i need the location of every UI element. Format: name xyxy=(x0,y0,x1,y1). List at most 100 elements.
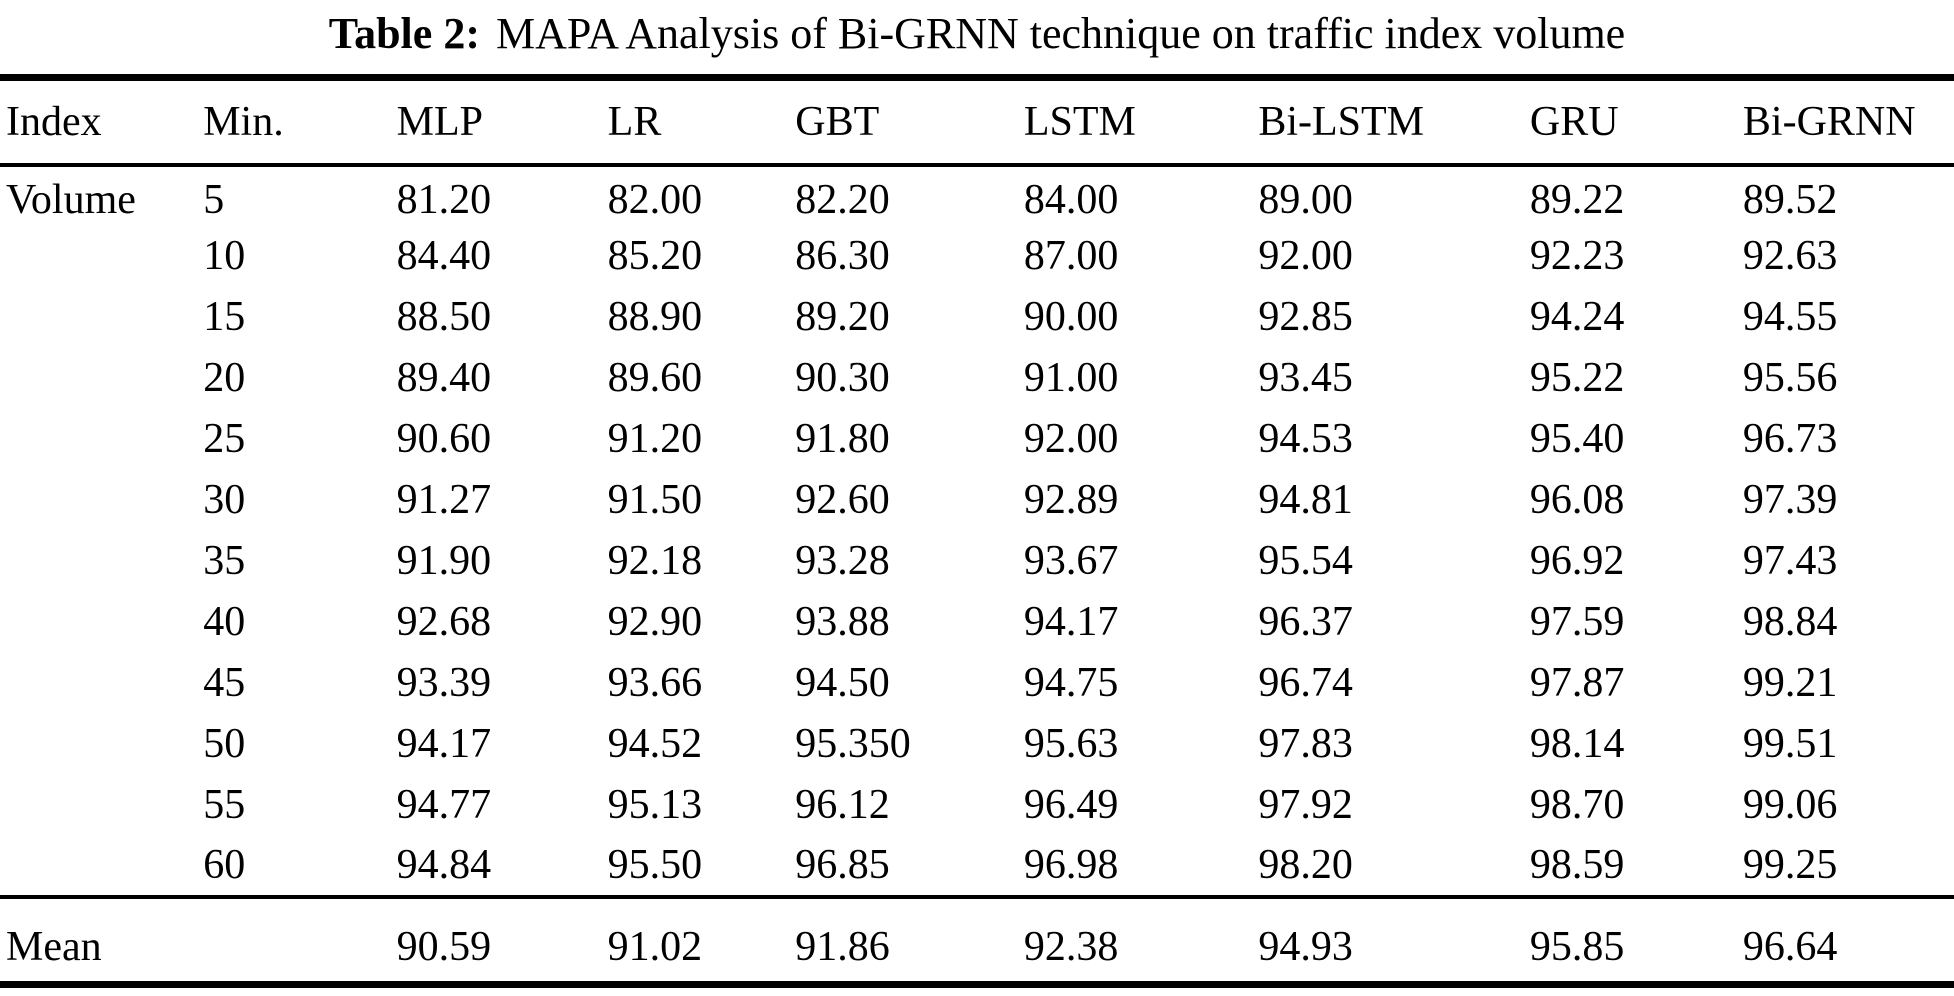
value-cell: 94.17 xyxy=(1023,599,1119,645)
value-cell: 93.88 xyxy=(795,599,890,645)
table-row: 20 89.40 89.60 90.30 91.00 93.45 95.22 95.56 xyxy=(0,348,1954,409)
mean-value-cell: 94.93 xyxy=(1258,923,1353,970)
value-cell: 97.59 xyxy=(1529,599,1625,645)
table-row: 45 93.39 93.66 94.50 94.75 96.74 97.87 99.21 xyxy=(0,653,1954,714)
value-cell: 98.14 xyxy=(1529,721,1625,767)
value-cell: 88.90 xyxy=(607,294,703,340)
value-cell: 94.75 xyxy=(1023,660,1119,706)
mean-value-cell: 91.02 xyxy=(607,923,703,970)
value-cell: 89.00 xyxy=(1258,177,1353,223)
value-cell: 91.90 xyxy=(396,538,492,584)
minutes-cell: 10 xyxy=(203,233,246,279)
results-table: Index Min. MLP LR GBT LSTM Bi-LSTM GRU Bi-GRNN V… xyxy=(0,74,1954,988)
value-cell: 92.00 xyxy=(1258,233,1353,279)
column-header: LR xyxy=(607,98,662,145)
value-cell: 96.85 xyxy=(795,842,890,888)
value-cell: 94.17 xyxy=(396,721,492,767)
value-cell: 89.40 xyxy=(396,355,492,401)
minutes-cell: 40 xyxy=(203,599,246,645)
value-cell: 92.89 xyxy=(1023,477,1119,523)
value-cell: 95.22 xyxy=(1529,355,1625,401)
value-cell: 90.30 xyxy=(795,355,890,401)
value-cell: 97.43 xyxy=(1742,538,1838,584)
value-cell: 91.27 xyxy=(396,477,492,523)
value-cell: 96.12 xyxy=(795,782,890,828)
mean-label-cell: Mean xyxy=(6,923,102,970)
minutes-cell: 50 xyxy=(203,721,246,767)
index-cell: Volume xyxy=(6,177,136,223)
minutes-cell: 55 xyxy=(203,782,246,828)
value-cell: 82.00 xyxy=(607,177,703,223)
value-cell: 96.08 xyxy=(1529,477,1625,523)
value-cell: 95.50 xyxy=(607,842,703,888)
value-cell: 94.53 xyxy=(1258,416,1353,462)
value-cell: 92.23 xyxy=(1529,233,1625,279)
value-cell: 95.350 xyxy=(795,721,911,767)
value-cell: 97.39 xyxy=(1742,477,1838,523)
value-cell: 94.52 xyxy=(607,721,703,767)
table-row: 40 92.68 92.90 93.88 94.17 96.37 97.59 98.84 xyxy=(0,592,1954,653)
column-header: MLP xyxy=(396,98,483,145)
value-cell: 84.40 xyxy=(396,233,492,279)
value-cell: 89.22 xyxy=(1529,177,1625,223)
value-cell: 91.50 xyxy=(607,477,703,523)
table-caption: Table 2: MAPA Analysis of Bi-GRNN techniq… xyxy=(0,0,1954,74)
value-cell: 86.30 xyxy=(795,233,890,279)
index-cell xyxy=(0,470,203,531)
value-cell: 98.59 xyxy=(1529,842,1625,888)
value-cell: 97.83 xyxy=(1258,721,1353,767)
table-caption-text: MAPA Analysis of Bi-GRNN technique on tr… xyxy=(495,9,1626,58)
table-row: 25 90.60 91.20 91.80 92.00 94.53 95.40 96.73 xyxy=(0,409,1954,470)
value-cell: 93.45 xyxy=(1258,355,1353,401)
mean-row: Mean 90.59 91.02 91.86 92.38 94.93 95.85 96.64 xyxy=(0,896,1954,985)
value-cell: 94.50 xyxy=(795,660,890,706)
value-cell: 98.70 xyxy=(1529,782,1625,828)
value-cell: 94.81 xyxy=(1258,477,1353,523)
value-cell: 89.52 xyxy=(1742,177,1838,223)
index-cell xyxy=(0,836,203,897)
value-cell: 85.20 xyxy=(607,233,703,279)
minutes-cell: 25 xyxy=(203,416,246,462)
value-cell: 93.28 xyxy=(795,538,890,584)
table-row: 50 94.17 94.52 95.350 95.63 97.83 98.14 99.51 xyxy=(0,714,1954,775)
value-cell: 91.80 xyxy=(795,416,890,462)
value-cell: 92.63 xyxy=(1742,233,1838,279)
value-cell: 84.00 xyxy=(1023,177,1119,223)
value-cell: 99.06 xyxy=(1742,782,1838,828)
value-cell: 96.49 xyxy=(1023,782,1119,828)
minutes-cell: 60 xyxy=(203,842,246,888)
mean-value-cell xyxy=(203,897,396,985)
value-cell: 95.56 xyxy=(1742,355,1838,401)
value-cell: 89.60 xyxy=(607,355,703,401)
index-cell xyxy=(0,348,203,409)
value-cell: 93.66 xyxy=(607,660,703,706)
mean-value-cell: 95.85 xyxy=(1529,923,1625,970)
value-cell: 93.39 xyxy=(396,660,492,706)
results-table-foot: Mean 90.59 91.02 91.86 92.38 94.93 95.85 96.64 xyxy=(0,896,1954,985)
value-cell: 87.00 xyxy=(1023,233,1119,279)
value-cell: 92.18 xyxy=(607,538,703,584)
mean-value-cell: 92.38 xyxy=(1023,923,1119,970)
table-row: 10 84.40 85.20 86.30 87.00 92.00 92.23 92.63 xyxy=(0,226,1954,287)
value-cell: 96.73 xyxy=(1742,416,1838,462)
mean-value-cell: 91.86 xyxy=(795,923,890,970)
value-cell: 93.67 xyxy=(1023,538,1119,584)
value-cell: 92.85 xyxy=(1258,294,1353,340)
minutes-cell: 35 xyxy=(203,538,246,584)
table-row: 55 94.77 95.13 96.12 96.49 97.92 98.70 99.06 xyxy=(0,775,1954,836)
index-cell xyxy=(0,714,203,775)
value-cell: 95.40 xyxy=(1529,416,1625,462)
minutes-cell: 45 xyxy=(203,660,246,706)
index-cell xyxy=(0,409,203,470)
value-cell: 94.24 xyxy=(1529,294,1625,340)
value-cell: 97.87 xyxy=(1529,660,1625,706)
value-cell: 95.63 xyxy=(1023,721,1119,767)
value-cell: 89.20 xyxy=(795,294,890,340)
value-cell: 94.84 xyxy=(396,842,492,888)
column-header: GBT xyxy=(795,98,880,145)
value-cell: 91.20 xyxy=(607,416,703,462)
index-cell xyxy=(0,287,203,348)
value-cell: 92.60 xyxy=(795,477,890,523)
column-header: GRU xyxy=(1529,98,1619,145)
